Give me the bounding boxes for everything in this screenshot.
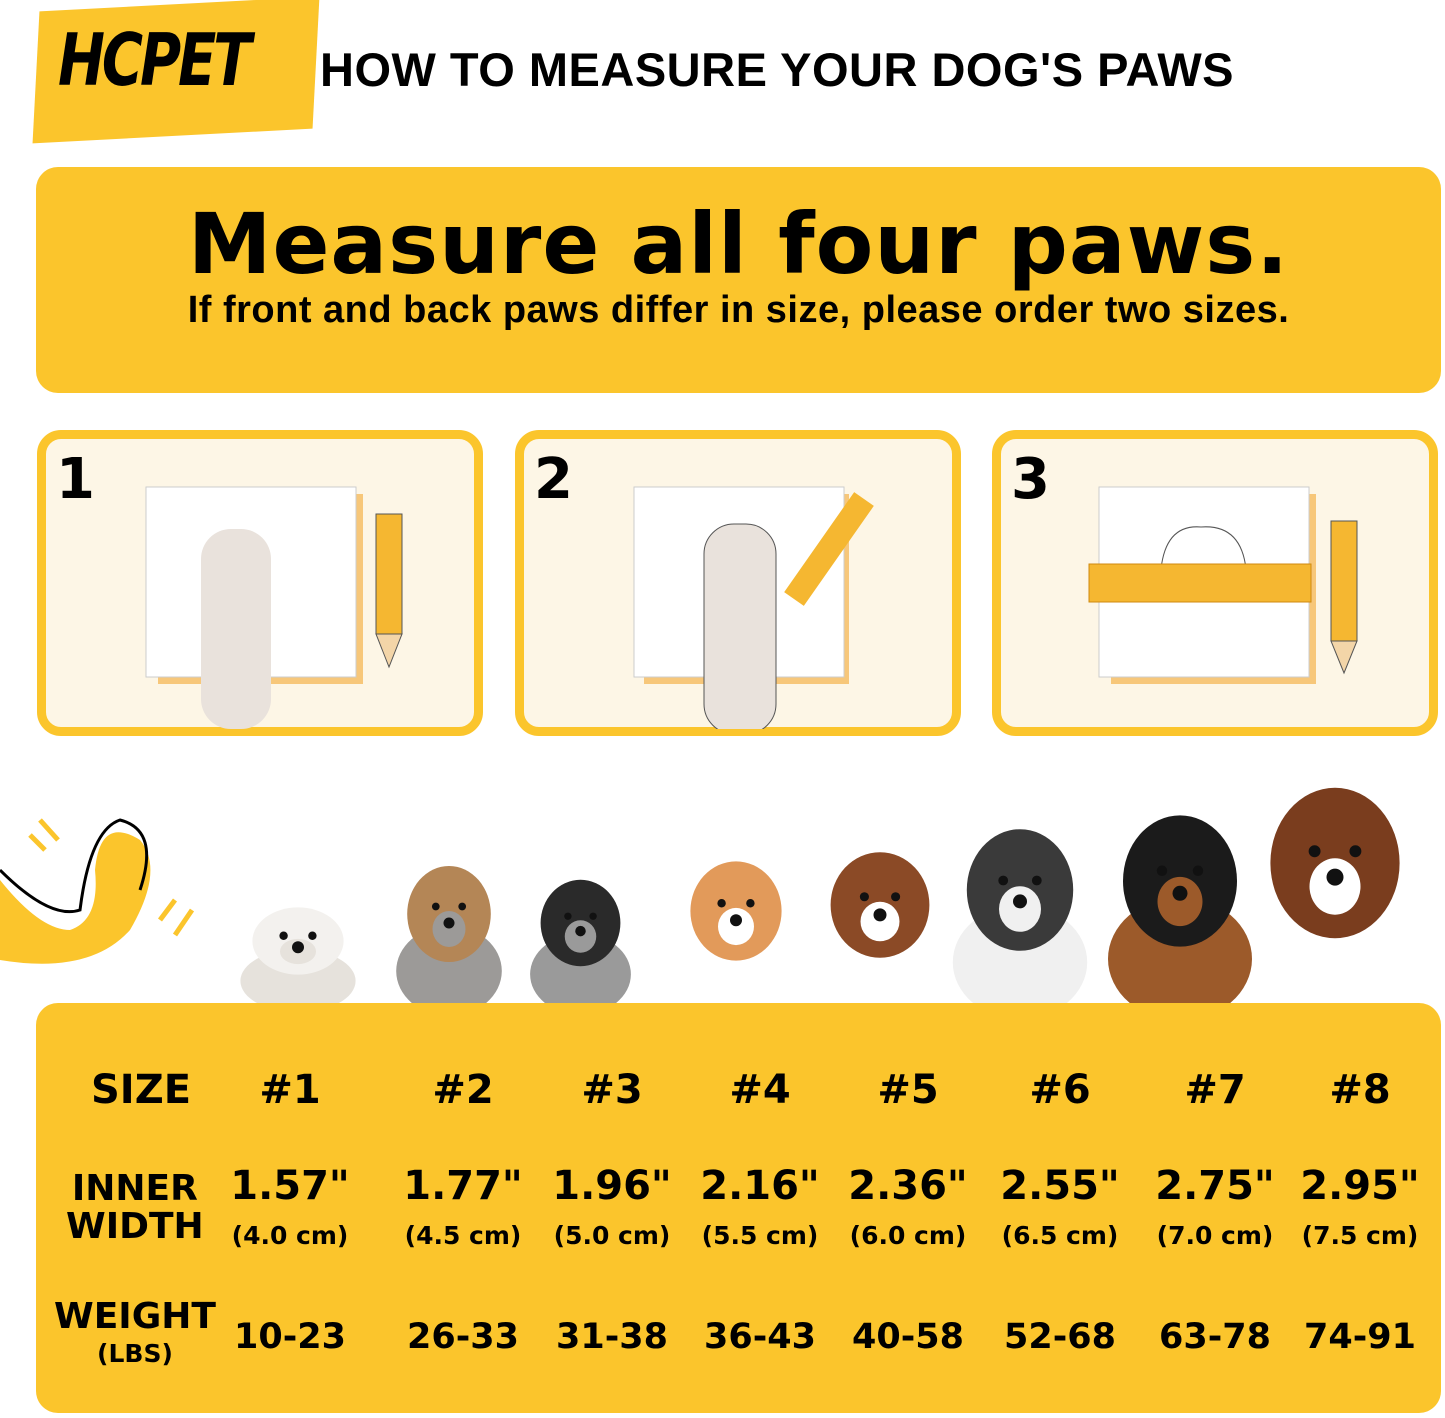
inner-width-cm: (7.5 cm) [1301,1221,1419,1250]
dog-photo-6 [952,829,1088,1004]
inner-width-inches: 2.36" [848,1163,968,1209]
inner-width-label-line2: WIDTH [66,1206,204,1247]
inner-width-cm: (7.0 cm) [1156,1221,1274,1250]
size-value: #3 [581,1067,643,1113]
decorative-swoosh-icon [0,818,195,964]
inner-width-cm: (6.0 cm) [849,1221,967,1250]
inner-width-inches: 1.77" [403,1163,523,1209]
inner-width-inches: 1.96" [552,1163,672,1209]
weight-range: 40-58 [852,1317,964,1357]
weight-unit-label: (LBS) [97,1339,173,1368]
banner-subline: If front and back paws differ in size, p… [187,289,1290,331]
step-number: 2 [534,447,573,512]
inner-width-cm: (4.0 cm) [231,1221,349,1250]
trace-paw-illustration [633,486,874,729]
dog-photo-1 [240,907,356,1004]
weight-range: 10-23 [234,1317,346,1357]
dog-photo-2 [396,866,502,1004]
dog-photo-8 [1253,787,1417,1004]
step-1-panel: 1 [37,430,483,736]
weight-range: 26-33 [407,1317,519,1357]
inner-width-inches: 2.75" [1155,1163,1275,1209]
dog-photo-7 [1108,815,1252,1004]
banner-headline: Measure all four paws. [187,195,1290,293]
weight-row-label: WEIGHT (LBS) [54,1296,216,1368]
size-value: #7 [1184,1067,1246,1113]
size-value: #4 [729,1067,791,1113]
inner-width-row-label: INNER WIDTH [66,1171,204,1245]
page-title: HOW TO MEASURE YOUR DOG'S PAWS [320,43,1235,96]
inner-width-inches: 2.55" [1000,1163,1120,1209]
inner-width-cm: (4.5 cm) [404,1221,522,1250]
dog-photo-4 [678,861,794,1004]
dog-photo-3 [529,879,631,1004]
weight-range: 52-68 [1004,1317,1116,1357]
inner-width-cm: (6.5 cm) [1001,1221,1119,1250]
step-number: 3 [1011,447,1050,512]
size-value: #5 [877,1067,939,1113]
size-row-label: SIZE [91,1067,192,1113]
weight-range: 36-43 [704,1317,816,1357]
size-value: #6 [1029,1067,1091,1113]
inner-width-inches: 1.57" [230,1163,350,1209]
size-value: #8 [1329,1067,1391,1113]
brand-logo: HCPET [58,18,252,102]
inner-width-inches: 2.95" [1300,1163,1420,1209]
inner-width-label-line1: INNER [71,1168,198,1209]
step-2-panel: 2 [515,430,961,736]
size-value: #2 [432,1067,494,1113]
size-value: #1 [259,1067,321,1113]
inner-width-cm: (5.0 cm) [553,1221,671,1250]
weight-range: 74-91 [1304,1317,1416,1357]
inner-width-cm: (5.5 cm) [701,1221,819,1250]
paw-on-paper-illustration [145,486,403,729]
instruction-banner: Measure all four paws. If front and back… [36,167,1441,393]
step-number: 1 [56,447,95,512]
weight-label: WEIGHT [54,1296,216,1337]
inner-width-inches: 2.16" [700,1163,820,1209]
ruler-measure-illustration [1088,486,1358,684]
size-chart: SIZE INNER WIDTH WEIGHT (LBS) #1 1.57" (4.… [36,1003,1441,1413]
weight-range: 31-38 [556,1317,668,1357]
weight-range: 63-78 [1159,1317,1271,1357]
step-3-panel: 3 [992,430,1438,736]
dog-photo-5 [817,852,943,1004]
